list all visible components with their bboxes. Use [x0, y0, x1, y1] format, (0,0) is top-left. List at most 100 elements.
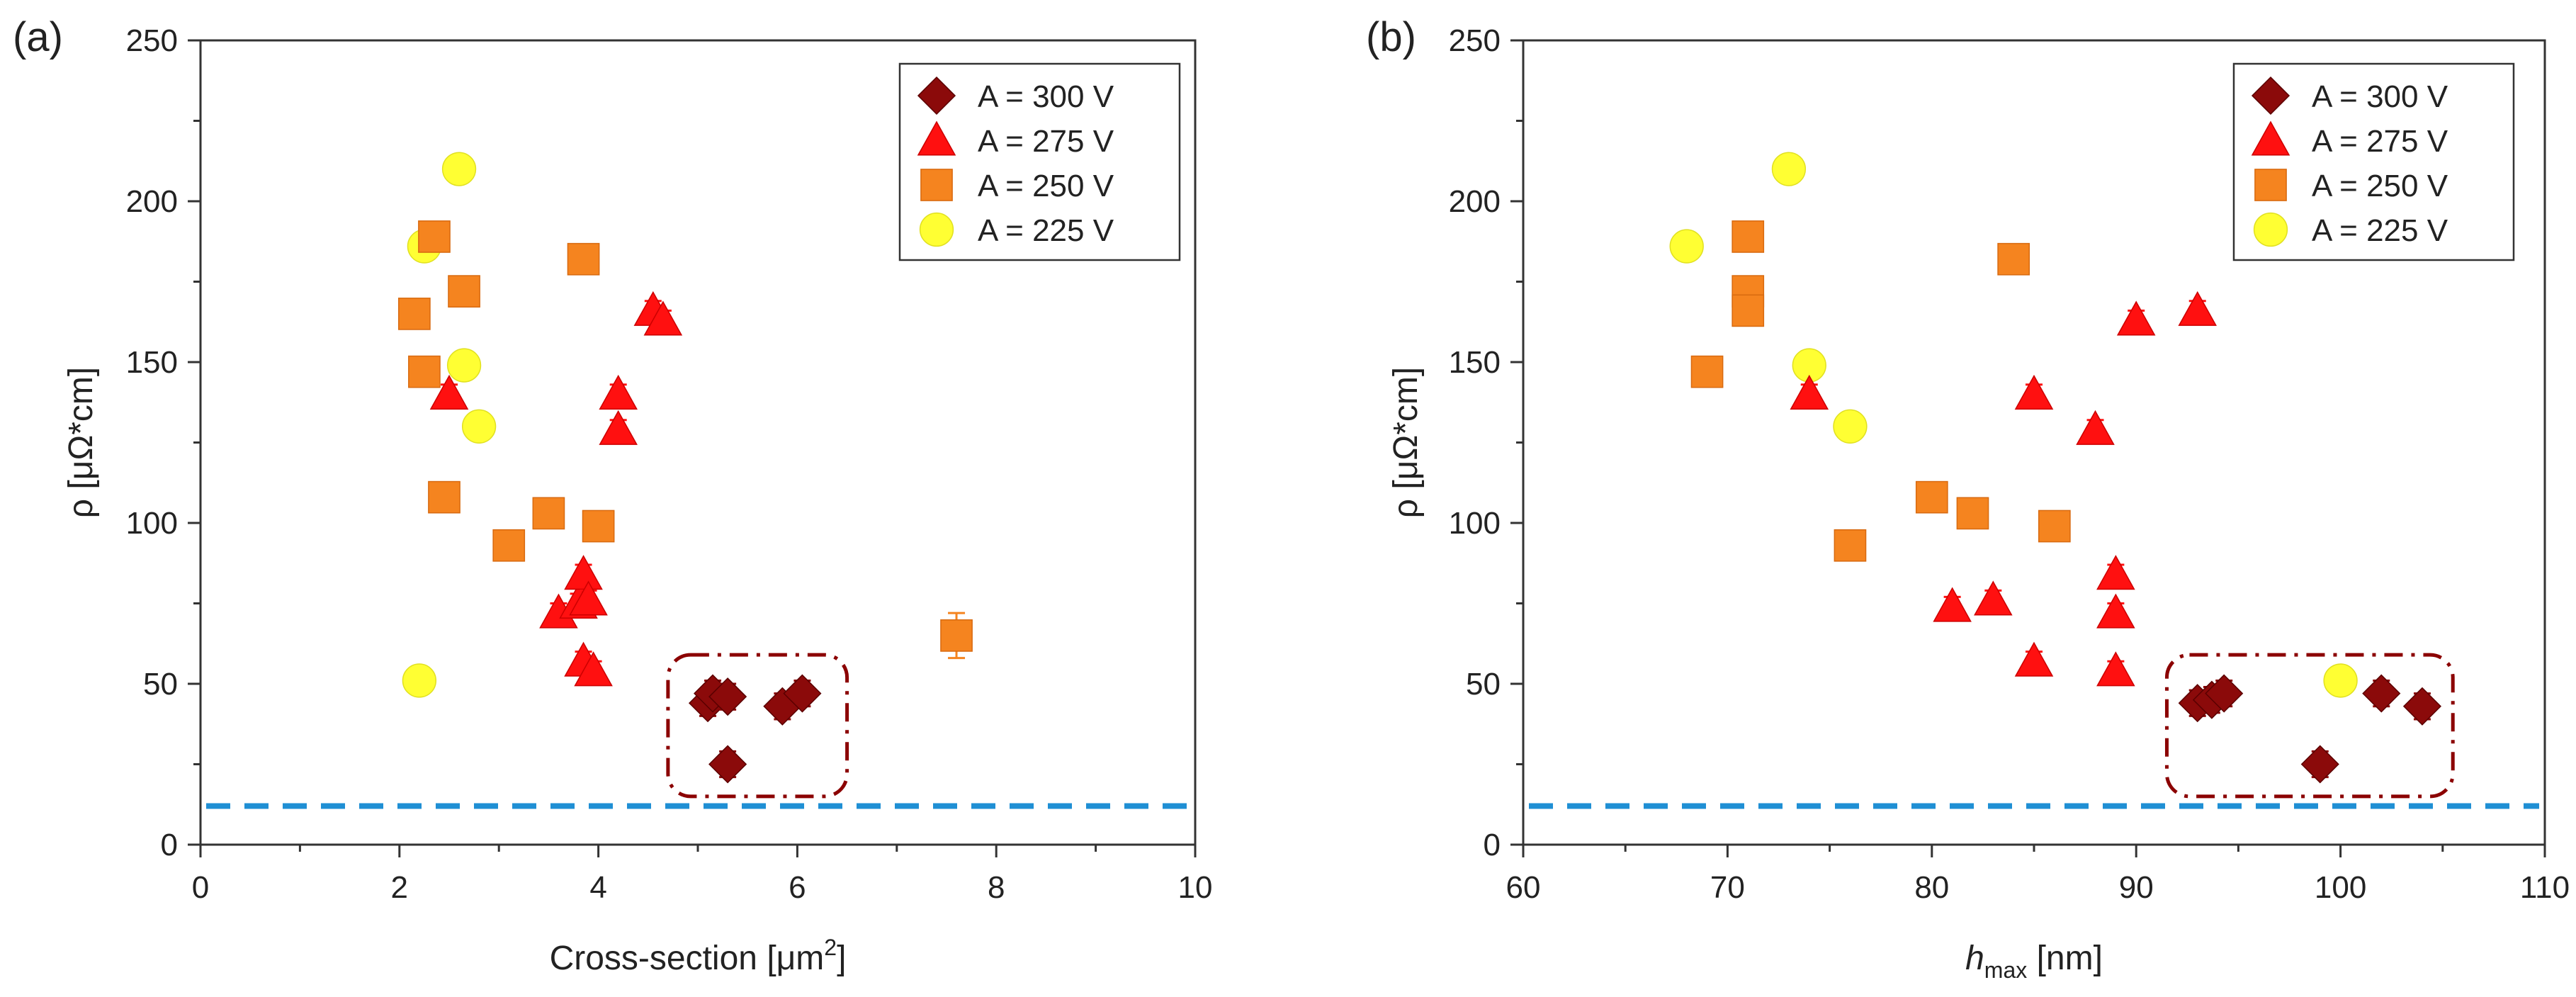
data-point: [564, 555, 603, 590]
x-tick-label: 90: [2119, 870, 2154, 905]
data-point: [599, 410, 638, 445]
data-point: [2014, 374, 2054, 410]
legend-label: A = 250 V: [2312, 169, 2448, 203]
y-tick-label: 150: [1449, 345, 1501, 380]
data-point: [2096, 651, 2135, 687]
data-point: [532, 497, 565, 530]
series-225v: [402, 152, 497, 698]
data-point: [418, 220, 451, 253]
data-point: [2362, 674, 2401, 713]
x-tick-label: 70: [1710, 870, 1745, 905]
x-tick-label: 80: [1914, 870, 1949, 905]
y-tick-label: 50: [143, 667, 178, 702]
x-tick-label: 8: [988, 870, 1005, 905]
x-tick-label: 100: [2315, 870, 2366, 905]
legend-marker: [919, 212, 954, 247]
legend: A = 300 V A = 275 V A = 250 V A = 225 V: [2232, 62, 2515, 261]
series-300v: [688, 674, 822, 784]
legend-marker: [920, 169, 953, 201]
data-point: [2205, 674, 2244, 713]
legend-marker: [2254, 169, 2287, 201]
x-tick-label: 6: [789, 870, 806, 905]
y-tick-label: 200: [126, 184, 178, 219]
series-275v: [1790, 291, 2217, 687]
data-point: [1997, 242, 2030, 276]
y-axis-label: ρ [μΩ*cm]: [1387, 367, 1425, 519]
data-point: [2402, 687, 2442, 726]
data-point: [1669, 229, 1704, 264]
data-point: [2096, 555, 2135, 590]
data-point: [446, 348, 482, 383]
x-tick-label: 10: [1178, 870, 1213, 905]
x-axis-label: hmax [nm]: [1965, 940, 2103, 983]
data-point: [408, 355, 441, 388]
data-point: [708, 745, 747, 784]
y-tick-label: 50: [1466, 667, 1501, 702]
x-tick-label: 110: [2520, 870, 2570, 905]
data-point: [2014, 641, 2054, 677]
data-point: [448, 275, 480, 308]
x-tick-label: 2: [391, 870, 408, 905]
data-point: [461, 409, 497, 444]
legend-label: A = 250 V: [978, 169, 1114, 203]
legend: A = 300 V A = 275 V A = 250 V A = 225 V: [898, 62, 1181, 261]
data-point: [429, 374, 469, 410]
legend-label: A = 225 V: [2312, 213, 2448, 248]
panel-b: (b) 60 70 80 90 100 110 0 50 100 150 200 250 ρ [μΩ*cm…: [1366, 14, 2570, 983]
y-tick-label: 200: [1449, 184, 1501, 219]
data-point: [1771, 152, 1807, 186]
data-point: [1732, 294, 1765, 327]
y-axis-label: ρ [μΩ*cm]: [62, 367, 100, 519]
data-point: [428, 480, 461, 514]
data-point: [402, 663, 437, 698]
data-point: [1956, 497, 1989, 530]
y-tick-label: 250: [126, 23, 178, 58]
data-point: [574, 651, 613, 687]
x-axis-label: Cross-section [μm2]: [550, 935, 847, 977]
data-point: [2096, 593, 2135, 629]
series-300v: [2178, 674, 2442, 784]
data-point: [567, 242, 600, 276]
data-point: [2178, 291, 2217, 326]
legend-marker: [917, 76, 956, 116]
x-tick-label: 60: [1506, 870, 1541, 905]
data-point: [441, 152, 477, 186]
panel-label: (a): [13, 14, 63, 60]
y-tick-label: 250: [1449, 23, 1501, 58]
data-point: [569, 580, 608, 616]
legend-label: A = 275 V: [978, 124, 1114, 159]
data-point: [398, 298, 431, 330]
data-point: [1974, 580, 2013, 616]
y-tick-label: 100: [1449, 506, 1501, 541]
data-point: [940, 619, 973, 652]
legend-marker: [2251, 76, 2290, 116]
y-tick-label: 150: [126, 345, 178, 380]
series-275v: [429, 291, 683, 687]
data-point: [492, 529, 526, 562]
legend-label: A = 225 V: [978, 213, 1114, 248]
highlight-box: [2164, 653, 2455, 799]
data-point: [2076, 410, 2115, 445]
data-point: [2116, 300, 2156, 336]
x-tick-label: 0: [192, 870, 209, 905]
legend-marker: [2251, 120, 2290, 156]
y-tick-label: 0: [161, 828, 178, 862]
data-point: [1833, 409, 1868, 444]
series-250v: [398, 220, 973, 660]
y-tick-label: 100: [126, 506, 178, 541]
legend-marker: [917, 120, 956, 156]
data-point: [708, 677, 747, 716]
legend-marker: [2253, 212, 2288, 247]
series-250v: [1690, 220, 2071, 562]
data-point: [599, 374, 638, 410]
x-tick-label: 4: [589, 870, 606, 905]
data-point: [582, 509, 615, 543]
legend-label: A = 300 V: [978, 79, 1114, 114]
data-point: [1690, 355, 1724, 388]
data-point: [1834, 529, 1867, 562]
data-point: [1790, 374, 1829, 410]
y-tick-label: 0: [1484, 828, 1501, 862]
series-225v: [1669, 152, 2358, 698]
legend-label: A = 300 V: [2312, 79, 2448, 114]
